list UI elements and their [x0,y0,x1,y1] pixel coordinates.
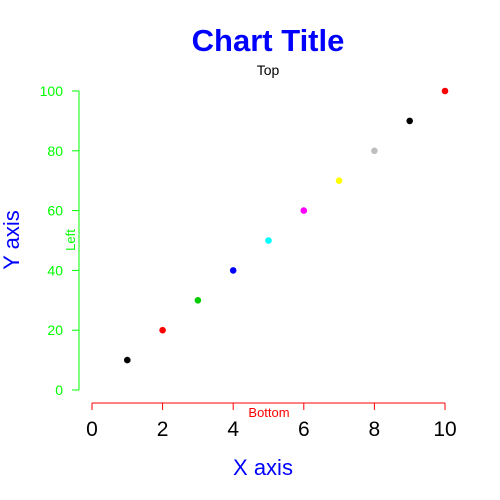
bottom-axis-label: Bottom [248,405,289,420]
x-tick-label: 2 [157,418,169,441]
y-axis-title: Y axis [0,210,24,270]
data-point [265,237,272,244]
data-point [300,207,308,214]
data-point [229,267,237,274]
x-tick-label: 6 [298,418,310,441]
y-tick-label: 40 [47,262,63,278]
y-tick-label: 100 [40,83,64,99]
chart-title: Chart Title [192,23,345,58]
y-tick-label: 80 [47,143,63,159]
data-point [159,326,166,334]
x-tick-label: 0 [86,418,98,441]
left-axis-label: Left [63,229,78,251]
data-points [124,87,449,364]
data-point [194,297,202,304]
x-axis-title: X axis [233,455,293,480]
data-point [406,117,414,125]
y-axis: 0 20 40 60 80 100 [40,83,80,398]
y-tick-label: 60 [47,203,63,219]
y-tick-label: 20 [47,322,63,338]
x-tick-label: 8 [369,418,381,441]
x-axis: 0 2 4 6 8 10 [86,402,457,441]
chart-subtitle: Top [257,62,280,78]
data-point [124,356,131,364]
x-tick-label: 4 [227,418,239,441]
data-point [335,177,343,184]
data-point [441,87,449,95]
x-tick-label: 10 [433,418,456,441]
y-tick-label: 0 [55,382,63,398]
data-point [371,147,378,155]
